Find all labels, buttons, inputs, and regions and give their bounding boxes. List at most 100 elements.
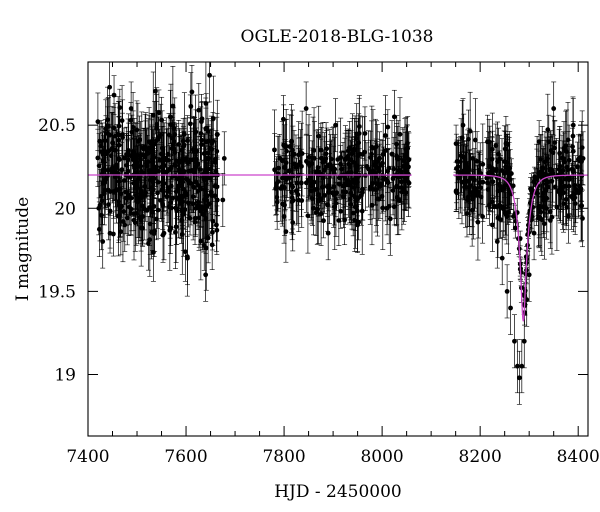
data-marker [566,176,572,182]
data-marker [188,157,193,163]
data-point [179,194,185,275]
data-marker [169,146,175,151]
data-point [105,165,111,215]
data-point [365,130,371,208]
data-point [291,145,297,183]
data-marker [295,192,301,197]
data-marker [150,112,156,118]
data-point [169,117,175,180]
data-point [385,109,391,145]
data-point [360,158,366,221]
data-marker [158,132,164,138]
data-marker [179,232,185,237]
data-marker [356,124,362,129]
data-marker [331,184,337,190]
data-point [119,85,125,156]
data-point [198,94,204,150]
data-marker [204,203,210,209]
data-point [156,89,162,136]
data-marker [153,138,159,143]
data-point [150,129,156,215]
data-marker [196,107,202,113]
data-point [322,132,328,209]
data-point [321,203,327,239]
data-marker [117,205,123,211]
data-marker [192,219,198,225]
data-point [117,177,123,238]
data-marker [372,170,378,176]
data-point [111,75,117,115]
data-marker [454,159,460,164]
data-marker [474,158,480,164]
data-marker [151,169,156,175]
data-marker [402,189,407,195]
data-point [566,143,572,215]
data-marker [160,168,166,174]
data-marker [130,157,136,162]
data-marker [536,171,542,177]
data-point [138,121,144,197]
data-marker [305,213,311,219]
data-marker [318,211,324,217]
data-marker [390,176,396,182]
data-point [147,202,153,277]
data-marker [170,103,176,109]
data-marker [293,188,299,194]
data-point [284,118,290,184]
data-point [458,118,464,193]
data-marker [173,158,179,164]
data-point [372,118,378,205]
data-point [305,163,311,198]
data-marker [214,184,220,190]
data-point [552,120,558,176]
data-marker [95,119,101,125]
data-point [490,154,496,210]
data-marker [96,226,102,232]
data-point [556,129,562,210]
data-marker [356,195,362,201]
data-point [390,153,396,205]
data-marker [188,103,194,109]
data-marker [197,167,203,172]
data-marker [147,237,153,243]
data-marker [540,191,546,196]
data-marker [553,184,558,190]
data-marker [489,156,495,162]
data-marker [504,214,510,219]
data-marker [357,151,363,157]
data-marker [102,180,108,185]
data-marker [176,142,182,147]
data-point [289,155,295,241]
data-marker [102,148,108,154]
data-marker [131,217,137,223]
data-marker [563,183,569,189]
data-marker [165,157,171,163]
data-marker [111,92,117,98]
data-marker [326,183,332,189]
data-marker [191,184,197,190]
data-marker [127,174,133,180]
data-marker [210,138,216,144]
data-point [401,161,407,222]
data-marker [323,151,329,157]
data-marker [151,231,157,236]
data-marker [474,193,480,198]
data-point [474,131,480,192]
data-point [127,138,133,216]
data-marker [321,218,326,224]
data-marker [291,161,297,167]
data-marker [402,178,408,184]
data-marker [336,218,342,223]
data-marker [193,215,198,221]
data-point [381,146,387,212]
data-marker [95,155,101,161]
data-marker [580,216,585,221]
data-marker [503,164,508,170]
data-marker [381,176,387,182]
data-marker [279,158,285,164]
data-marker [144,208,150,213]
data-marker [485,187,491,192]
data-marker [194,160,199,165]
data-marker [160,156,166,162]
data-point [170,66,176,147]
